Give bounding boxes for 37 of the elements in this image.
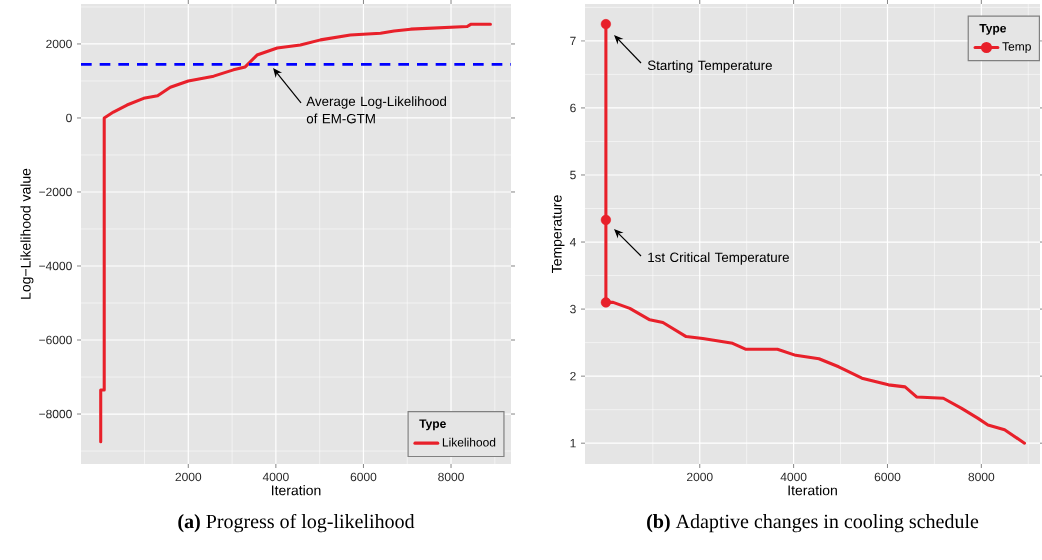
y-tick-label: 1 <box>570 439 576 448</box>
point <box>600 214 611 225</box>
text: (a) Progress of log-likelihood <box>178 513 415 533</box>
annotation: Starting Temperature <box>647 60 772 73</box>
x-tick-label: 4000 <box>262 472 289 482</box>
point <box>600 297 611 308</box>
legend-title: Type <box>979 24 1007 35</box>
y-axis-title: Temperature <box>551 195 565 273</box>
legend-label: Likelihood <box>442 437 496 447</box>
annotation: Average Log-Likelihood of EM-GTM <box>306 96 446 124</box>
y-tick-label: −6000 <box>39 335 72 345</box>
y-tick-label: 0 <box>66 113 72 123</box>
y-tick-label: 7 <box>570 36 576 45</box>
x-tick-label: 8000 <box>968 472 995 482</box>
y-axis-title: Log−Likelihood value <box>20 168 34 299</box>
text: (b) Adaptive changes in cooling schedule <box>647 514 979 533</box>
annotation: 1st Critical Temperature <box>648 252 789 265</box>
x-tick-label: 6000 <box>874 472 901 482</box>
point <box>600 19 611 30</box>
x-tick-label: 6000 <box>350 472 377 482</box>
y-tick-label: −2000 <box>39 187 72 197</box>
y-tick-label: 6 <box>570 103 576 113</box>
x-axis-title: Iteration <box>272 485 321 496</box>
y-tick-label: 3 <box>570 304 576 314</box>
legend-title: Type <box>419 419 446 431</box>
x-tick-label: 2000 <box>687 472 713 482</box>
y-tick-label: 2 <box>570 371 576 381</box>
x-tick-label: 8000 <box>438 472 464 482</box>
y-tick-label: −8000 <box>39 409 72 419</box>
y-tick-label: −4000 <box>39 261 72 271</box>
legend-label: Temp <box>1002 42 1031 54</box>
x-tick-label: 4000 <box>780 472 807 482</box>
y-tick-label: 4 <box>569 237 576 247</box>
y-tick-label: 2000 <box>46 39 72 49</box>
x-axis-title: Iteration <box>788 485 837 496</box>
y-tick-label: 5 <box>570 170 576 180</box>
x-tick-label: 2000 <box>175 472 202 482</box>
